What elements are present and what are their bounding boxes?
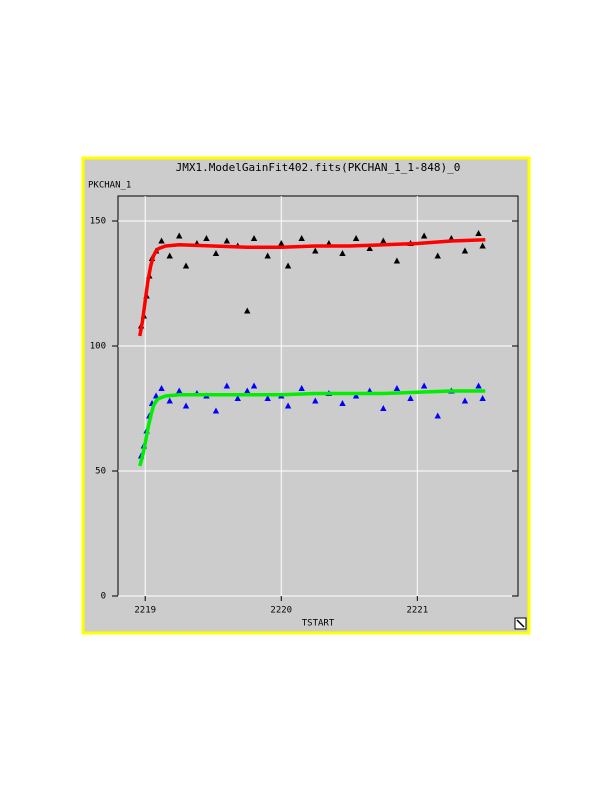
fit-line xyxy=(138,238,486,337)
point xyxy=(339,250,346,256)
point xyxy=(212,407,220,414)
y-axis-label: PKCHAN_1 xyxy=(88,181,131,191)
point xyxy=(166,397,173,404)
point xyxy=(475,230,482,236)
point xyxy=(461,247,469,254)
point xyxy=(312,247,319,254)
x-axis-label: TSTART xyxy=(302,619,335,629)
y-tick-label: 150 xyxy=(90,217,106,227)
point xyxy=(298,385,305,391)
point xyxy=(380,405,387,411)
point xyxy=(352,392,360,399)
point xyxy=(250,382,258,389)
point xyxy=(461,397,469,404)
point xyxy=(434,412,441,419)
point xyxy=(420,232,428,239)
point xyxy=(339,400,346,406)
y-tick-label: 0 xyxy=(101,592,106,602)
point xyxy=(182,402,190,409)
point xyxy=(420,382,428,389)
point xyxy=(234,395,241,401)
x-tick-label: 2219 xyxy=(134,606,156,616)
point xyxy=(152,392,160,399)
point xyxy=(264,252,271,259)
point xyxy=(182,262,190,269)
point xyxy=(223,237,231,244)
point xyxy=(434,252,441,259)
point xyxy=(393,257,401,264)
point xyxy=(366,245,373,251)
point xyxy=(176,232,183,239)
resize-icon[interactable] xyxy=(514,617,527,630)
point xyxy=(284,402,292,409)
y-tick-label: 100 xyxy=(90,342,106,352)
point xyxy=(158,237,165,244)
point xyxy=(212,250,220,256)
point xyxy=(264,395,271,401)
point xyxy=(203,235,210,241)
fit-line xyxy=(138,389,486,467)
point xyxy=(475,382,482,389)
resize-arrow[interactable] xyxy=(516,619,525,628)
chart-title: JMX1.ModelGainFit402.fits(PKCHAN_1_1-848… xyxy=(176,161,461,174)
point xyxy=(393,385,401,391)
point xyxy=(479,242,486,249)
point xyxy=(176,387,183,394)
point xyxy=(244,307,251,314)
point xyxy=(312,397,319,404)
point xyxy=(244,387,251,394)
point xyxy=(278,240,285,246)
point xyxy=(166,252,173,259)
point xyxy=(284,262,292,269)
point xyxy=(479,395,486,401)
y-tick-label: 50 xyxy=(95,467,106,477)
x-tick-label: 2221 xyxy=(406,606,428,616)
point xyxy=(352,235,360,241)
point xyxy=(407,395,414,401)
point xyxy=(158,385,165,391)
point xyxy=(223,382,231,389)
point xyxy=(250,235,258,241)
point xyxy=(380,237,387,244)
x-tick-label: 2220 xyxy=(270,606,292,616)
point xyxy=(298,235,305,241)
